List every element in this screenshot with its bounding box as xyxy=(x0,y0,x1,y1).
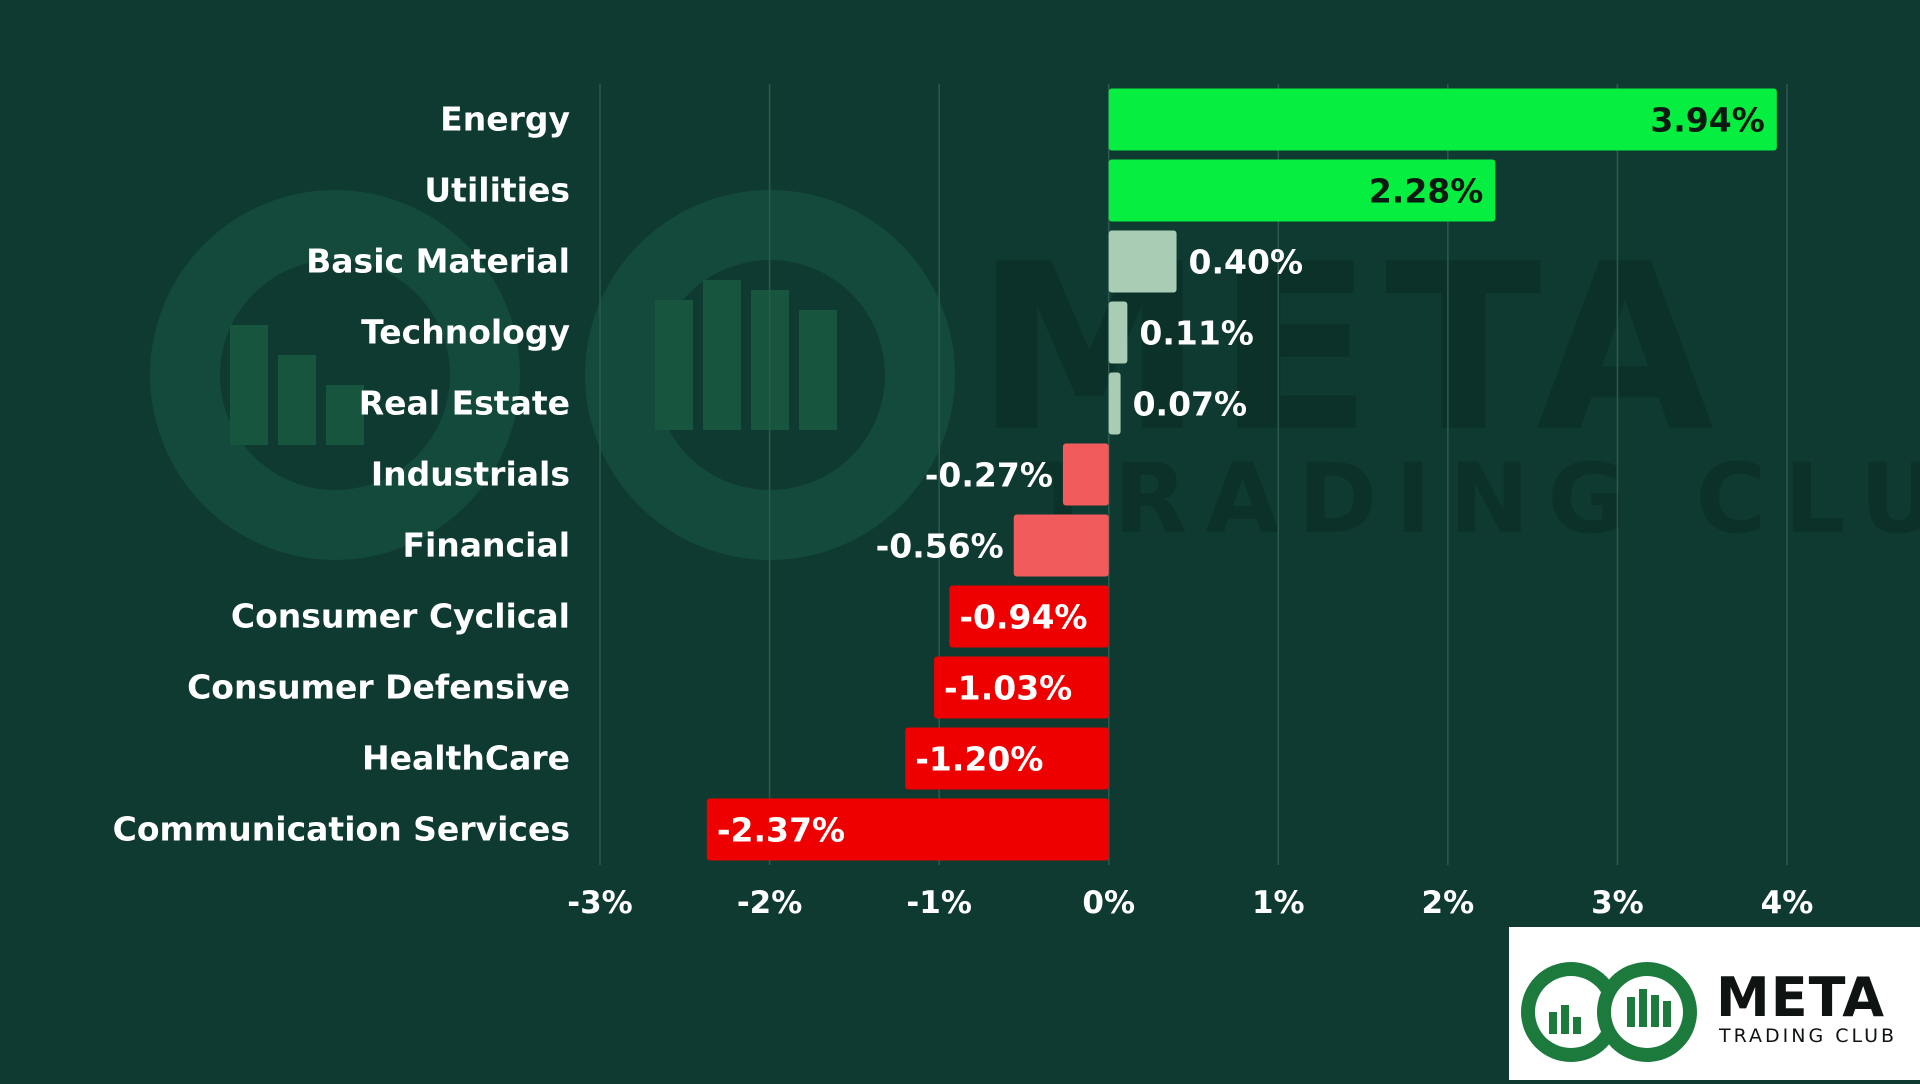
value-label: -0.56% xyxy=(876,527,1004,566)
value-label: -1.03% xyxy=(944,669,1072,708)
value-label: 0.07% xyxy=(1133,385,1248,424)
category-label: Communication Services xyxy=(113,810,570,849)
x-tick-label: -3% xyxy=(567,885,633,921)
x-tick-label: 4% xyxy=(1761,885,1814,921)
value-label: 0.11% xyxy=(1139,314,1254,353)
x-axis: -3% -2% -1% 0% 1% 2% 3% 4% xyxy=(567,885,1813,921)
value-label: -1.20% xyxy=(915,740,1043,779)
bar xyxy=(1108,159,1496,222)
category-label: Financial xyxy=(402,526,570,565)
x-tick-label: 0% xyxy=(1082,885,1135,921)
value-label: 3.94% xyxy=(1650,101,1765,140)
bar xyxy=(1108,230,1177,293)
x-tick-label: 2% xyxy=(1422,885,1475,921)
bar xyxy=(1108,88,1777,151)
value-label: -0.94% xyxy=(959,598,1087,637)
bar xyxy=(934,656,1109,719)
category-label: Energy xyxy=(440,100,570,139)
bar xyxy=(1108,372,1121,435)
value-label: 2.28% xyxy=(1369,172,1484,211)
value-label: -2.37% xyxy=(717,811,845,850)
category-label: Industrials xyxy=(371,455,570,494)
x-tick-label: -1% xyxy=(906,885,972,921)
brand-logo: META TRADING CLUB xyxy=(1509,927,1920,1080)
category-label: Utilities xyxy=(424,171,570,210)
value-labels: 3.94% 2.28% 0.40% 0.11% 0.07% -0.27% -0.56% -0.… xyxy=(717,101,1765,850)
bar xyxy=(1062,443,1109,506)
bar xyxy=(1013,514,1109,577)
x-tick-label: -2% xyxy=(737,885,803,921)
logo-brand-text: META xyxy=(1716,966,1886,1029)
bar xyxy=(905,727,1109,790)
bar xyxy=(706,798,1109,861)
category-label: Real Estate xyxy=(359,384,570,423)
logo-icon xyxy=(1521,962,1697,1062)
category-label: Technology xyxy=(361,313,570,352)
watermark-tagline: TRADING CLUB xyxy=(1030,443,1920,555)
category-labels: Energy Utilities Basic Material Technology R… xyxy=(113,100,570,849)
category-label: Consumer Defensive xyxy=(187,668,570,707)
category-label: Basic Material xyxy=(306,242,570,281)
x-tick-label: 1% xyxy=(1252,885,1305,921)
watermark-brand: META xyxy=(975,216,1726,483)
bar xyxy=(949,585,1109,648)
bar xyxy=(1108,301,1128,364)
value-label: 0.40% xyxy=(1189,243,1304,282)
logo-tagline-text: TRADING CLUB xyxy=(1719,1025,1898,1047)
category-label: HealthCare xyxy=(362,739,570,778)
category-label: Consumer Cyclical xyxy=(231,597,570,636)
x-tick-label: 3% xyxy=(1591,885,1644,921)
value-label: -0.27% xyxy=(925,456,1053,495)
bars xyxy=(706,88,1777,861)
